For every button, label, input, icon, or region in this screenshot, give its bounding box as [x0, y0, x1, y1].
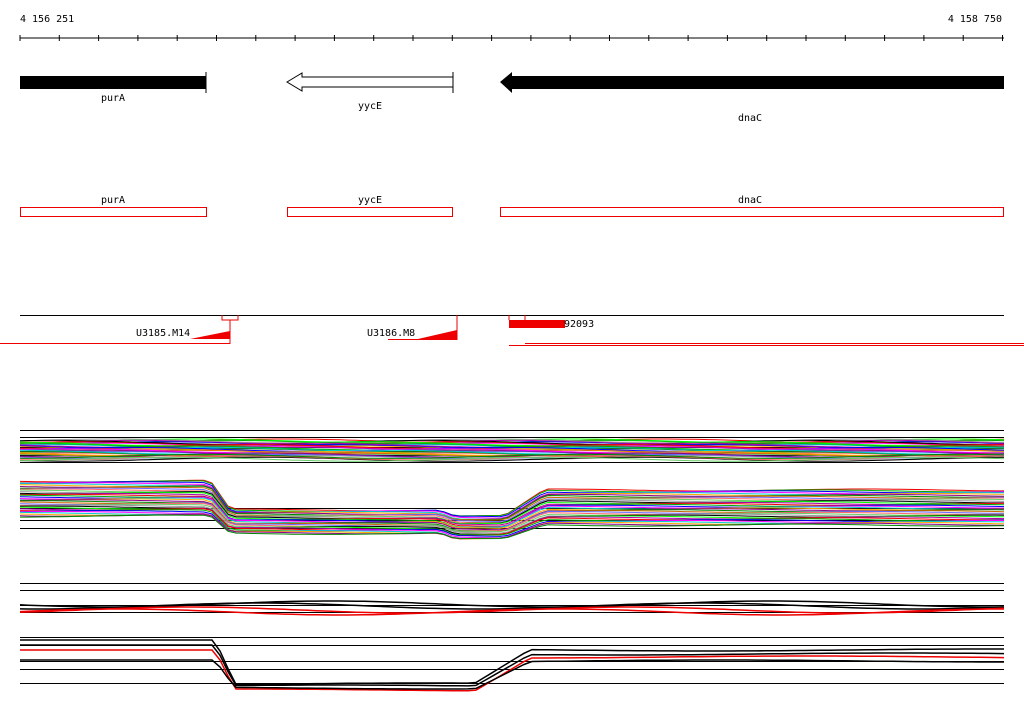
gene-dnaC [500, 72, 1004, 93]
probe-line [508, 315, 1024, 346]
ruler-ticks [19, 35, 1003, 41]
trace [19, 446, 1005, 452]
trace [20, 453, 1005, 459]
gene-label: purA [101, 93, 125, 104]
trace [19, 602, 1005, 610]
gene-yycE [286, 72, 454, 92]
trace [19, 493, 1005, 526]
trace [19, 448, 1005, 454]
trace [19, 456, 1005, 462]
trace [19, 491, 1004, 525]
trace [19, 456, 1005, 462]
trace [19, 441, 1004, 447]
trace [20, 659, 1004, 690]
feature [500, 207, 1004, 217]
feature-label: purA [101, 195, 125, 206]
gene-label: yycE [358, 101, 382, 112]
trace [19, 509, 1005, 536]
trace [19, 498, 1005, 529]
trace [20, 502, 1004, 532]
gene-label: dnaC [738, 113, 762, 124]
feature [287, 207, 453, 217]
trace [19, 486, 1005, 521]
probe-line [388, 315, 458, 340]
probe-label: U3186.M8 [367, 328, 415, 339]
trace [19, 449, 1005, 455]
trace [19, 481, 1005, 518]
trace [19, 439, 1004, 445]
probe-line [0, 315, 239, 344]
trace [19, 503, 1005, 533]
trace [19, 485, 1005, 521]
trace [19, 492, 1005, 525]
trace [19, 513, 1004, 540]
trace [19, 600, 1005, 608]
trace [19, 482, 1005, 519]
trace [20, 514, 1005, 539]
expression-traces [19, 430, 1005, 692]
trace [19, 608, 1004, 616]
trace [20, 639, 1004, 686]
trace [19, 487, 1005, 523]
trace [19, 504, 1005, 534]
trace [20, 649, 1005, 692]
probe-triangle [418, 330, 457, 339]
trace [19, 508, 1004, 536]
ruler-end: 4 158 750 [948, 14, 1002, 25]
probe-bar [509, 320, 565, 328]
trace [20, 644, 1005, 687]
feature-label: dnaC [738, 195, 762, 206]
probe-label: U3185.M14 [136, 328, 190, 339]
feature-label: yycE [358, 195, 382, 206]
ruler-start: 4 156 251 [20, 14, 74, 25]
trace [20, 497, 1005, 528]
trace [20, 480, 1005, 517]
trace [20, 442, 1005, 448]
probe-label: 92093 [564, 319, 594, 330]
feature [20, 207, 207, 217]
gene-purA [20, 76, 206, 89]
trace [19, 510, 1005, 537]
trace [19, 438, 1005, 444]
probe-triangle [190, 331, 230, 339]
